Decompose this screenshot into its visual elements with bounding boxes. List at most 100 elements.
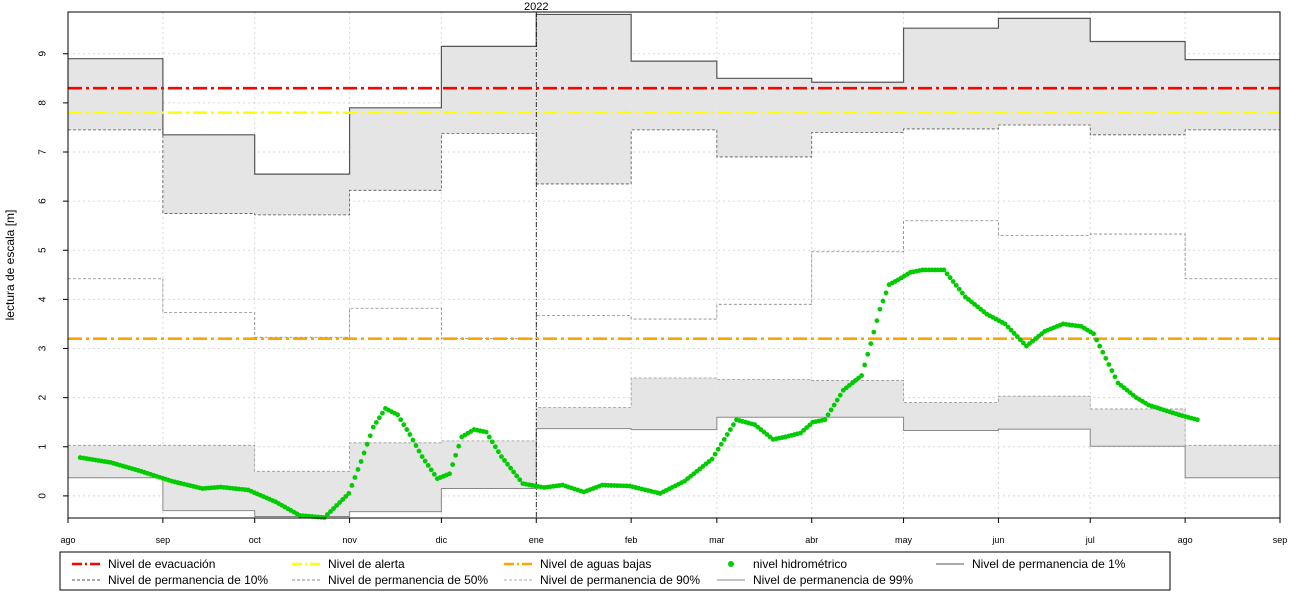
band-upper-oct-2 xyxy=(254,174,350,215)
y-tick-label-9: 9 xyxy=(38,51,49,57)
water-level-point xyxy=(331,506,336,511)
x-tick-label-10: jun xyxy=(991,535,1004,545)
water-level-point xyxy=(1014,334,1020,339)
year-label: 2022 xyxy=(524,1,548,13)
band-upper-ene-5 xyxy=(536,14,632,184)
water-level-point xyxy=(505,461,510,467)
water-level-point xyxy=(514,473,520,479)
x-tick-label-3: nov xyxy=(342,535,357,545)
water-level-point xyxy=(486,434,492,440)
water-level-point xyxy=(865,351,871,357)
water-level-point xyxy=(1100,349,1106,355)
water-level-point xyxy=(1097,343,1103,349)
water-level-point xyxy=(880,298,886,304)
band-lower-jul-11 xyxy=(1090,408,1186,447)
water-level-point xyxy=(822,417,828,423)
permanence-99-line xyxy=(68,416,1280,518)
water-level-point xyxy=(1002,321,1008,327)
y-tick-label-6: 6 xyxy=(38,198,49,204)
water-level-point xyxy=(502,458,507,463)
water-level-point xyxy=(712,451,718,457)
y-tick-label-7: 7 xyxy=(38,149,49,155)
water-level-point xyxy=(343,494,349,499)
water-level-point xyxy=(1005,324,1011,330)
y-axis-ticks: 0 1 2 3 4 5 6 7 8 9 xyxy=(38,51,68,499)
water-level-point xyxy=(1194,417,1200,423)
band-lower-ago-12 xyxy=(1185,445,1280,478)
water-level-point xyxy=(1106,362,1112,367)
water-level-point xyxy=(944,271,950,277)
water-level-point xyxy=(346,491,352,496)
y-tick-label-8: 8 xyxy=(38,100,49,106)
legend-label-8: Nivel de permanencia de 99% xyxy=(753,573,913,587)
water-level-point xyxy=(416,448,422,454)
water-level-point xyxy=(837,392,843,398)
water-level-point xyxy=(871,329,877,335)
water-level-point xyxy=(334,503,340,508)
x-axis-ticks: ago sep oct nov dic ene feb mar abr may jun jul ago s… xyxy=(60,518,1287,545)
water-level-point xyxy=(883,290,889,296)
y-tick-label-5: 5 xyxy=(38,247,49,253)
band-lower-mar-7 xyxy=(716,379,812,418)
band-lower-sep-1 xyxy=(162,445,255,511)
legend-label-7: Nivel de permanencia de 90% xyxy=(540,573,700,587)
x-tick-label-13: sep xyxy=(1273,535,1288,545)
water-level-point xyxy=(483,429,489,435)
permanence-1-line xyxy=(68,13,1280,175)
water-level-point xyxy=(941,267,947,273)
water-level-point xyxy=(413,443,419,448)
x-tick-label-5: ene xyxy=(529,535,544,545)
water-level-point xyxy=(367,433,373,439)
x-tick-label-8: abr xyxy=(805,535,818,545)
band-upper-jun-10 xyxy=(998,18,1091,125)
band-upper-mar-7 xyxy=(716,78,812,157)
threshold-lines xyxy=(68,86,1280,340)
water-level-point xyxy=(376,415,382,421)
water-level-point xyxy=(862,362,868,368)
band-upper-nov-3 xyxy=(349,107,442,191)
water-level-point xyxy=(1094,337,1100,343)
legend-label-4: Nivel de permanencia de 1% xyxy=(972,557,1126,571)
y-tick-label-3: 3 xyxy=(38,345,49,351)
y-axis-label: lectura de escala [m] xyxy=(3,210,17,321)
water-level-point xyxy=(1017,337,1023,343)
x-tick-label-9: may xyxy=(895,535,913,545)
water-level-point xyxy=(947,275,953,281)
water-level-point xyxy=(1020,340,1026,346)
water-level-point xyxy=(1109,368,1115,374)
legend-label-0: Nivel de evacuación xyxy=(108,557,215,571)
band-lower-ene-5 xyxy=(536,407,632,429)
water-level-point xyxy=(956,286,962,292)
water-level-point xyxy=(868,341,874,347)
x-tick-label-1: sep xyxy=(156,535,171,545)
water-level-point xyxy=(410,437,416,443)
permanence-90-line xyxy=(68,377,1280,472)
legend-label-3: nivel hidrométrico xyxy=(753,557,847,571)
water-level-point xyxy=(877,306,883,312)
x-tick-label-6: feb xyxy=(625,535,638,545)
water-level-point xyxy=(1008,327,1014,333)
band-upper-feb-6 xyxy=(631,61,717,130)
water-level-point xyxy=(721,436,727,442)
permanence-bands xyxy=(68,14,1280,517)
water-level-point xyxy=(492,444,498,450)
water-level-point xyxy=(325,512,330,517)
water-level-point xyxy=(453,452,459,458)
water-level-point xyxy=(709,456,715,462)
legend-label-5: Nivel de permanencia de 10% xyxy=(108,573,268,587)
water-level-point xyxy=(425,463,431,468)
band-lower-feb-6 xyxy=(631,377,717,430)
legend-label-6: Nivel de permanencia de 50% xyxy=(328,573,488,587)
water-level-point xyxy=(380,410,385,416)
band-upper-ago-12 xyxy=(1185,59,1280,130)
band-lower-may-9 xyxy=(903,402,999,431)
plot-frame xyxy=(67,11,1281,519)
y-tick-label-0: 0 xyxy=(38,493,49,499)
water-level-point xyxy=(419,454,425,459)
water-level-point xyxy=(731,422,736,428)
water-level-point xyxy=(489,439,495,445)
water-level-point xyxy=(1103,355,1109,361)
band-upper-abr-8 xyxy=(811,82,904,133)
year-divider: 2022 xyxy=(524,1,549,518)
water-level-point xyxy=(834,397,840,403)
